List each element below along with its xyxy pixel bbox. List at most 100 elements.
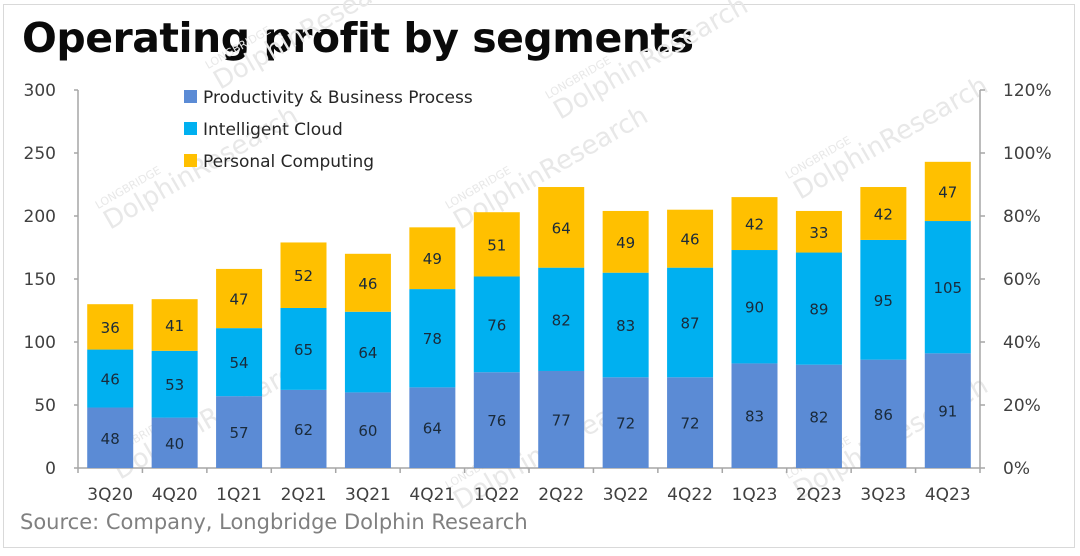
data-label: 64 [358,344,377,362]
bar-segment [667,267,714,378]
bar-segment [731,197,778,251]
x-tick-label: 1Q22 [474,485,520,505]
bar-segment [409,387,456,468]
data-label: 90 [745,299,764,317]
data-label: 62 [294,421,313,439]
data-label: 46 [101,371,120,389]
x-tick-label: 2Q23 [796,485,842,505]
data-label: 46 [681,231,700,249]
bar-segment [280,389,327,468]
data-label: 89 [809,301,828,319]
x-tick-label: 4Q23 [925,485,971,505]
data-label: 64 [552,219,571,237]
data-label: 52 [294,267,313,285]
bar-segment [344,311,391,393]
x-tick-label: 4Q22 [667,485,713,505]
right-tick-label: 80% [1003,207,1041,227]
data-label: 76 [487,412,506,430]
data-label: 49 [423,250,442,268]
data-label: 47 [938,183,957,201]
left-tick-label: 250 [24,144,56,164]
bar-segment [731,250,778,364]
right-tick-label: 120% [1003,81,1052,101]
data-label: 49 [616,234,635,252]
data-label: 42 [745,216,764,234]
bar-segment [667,209,714,268]
data-label: 53 [165,376,184,394]
bar-segment [860,359,907,468]
bar-segment [344,392,391,468]
data-label: 72 [616,415,635,433]
bar-segment [344,253,391,312]
legend-label: Personal Computing [203,152,374,172]
bar-segment [151,299,198,351]
bar-segment [216,396,263,468]
legend-swatch [184,90,197,103]
bars [87,161,971,468]
data-label: 48 [101,430,120,448]
bar-segment [473,212,520,277]
left-tick-label: 200 [24,207,56,227]
data-label: 83 [745,408,764,426]
data-label: 65 [294,341,313,359]
bar-segment [924,161,971,222]
legend-swatch [184,122,197,135]
data-label: 86 [874,406,893,424]
data-label: 105 [933,279,962,297]
data-label: 46 [358,275,377,293]
legend-label: Productivity & Business Process [203,88,473,108]
data-label: 87 [681,314,700,332]
axes: 0 50 100 150 200 250 300 0% 20% 40% 60% 80% 100% 120%… [24,81,1052,505]
data-label: 57 [230,424,249,442]
bar-segment [87,349,134,408]
bar-segment [795,364,842,468]
bar-segment [538,187,585,268]
x-tick-label: 1Q23 [732,485,778,505]
data-label: 91 [938,403,957,421]
bar-segment [795,210,842,253]
data-label: 77 [552,411,571,429]
bar-segment [473,372,520,468]
legend: Productivity & Business Process Intellige… [184,88,473,172]
x-tick-label: 2Q22 [538,485,584,505]
data-labels: 48 46 36 40 53 41 57 54 47 62 65 52 60 64 46 64 78 49 76 76… [101,183,962,452]
right-tick-label: 100% [1003,144,1052,164]
bar-segment [667,377,714,468]
bar-segment [602,272,649,378]
left-tick-label: 150 [24,270,56,290]
legend-label: Intelligent Cloud [203,120,343,140]
left-tick-label: 0 [45,459,56,479]
data-label: 78 [423,330,442,348]
bar-segment [409,227,456,290]
bar-segment [731,363,778,468]
right-tick-label: 20% [1003,396,1041,416]
bar-segment [795,252,842,365]
right-tick-label: 40% [1003,333,1041,353]
left-tick-label: 100 [24,333,56,353]
left-tick-label: 300 [24,81,56,101]
right-tick-label: 0% [1003,459,1030,479]
data-label: 36 [101,319,120,337]
left-tick-label: 50 [34,396,56,416]
data-label: 42 [874,205,893,223]
data-label: 64 [423,420,442,438]
bar-segment [280,307,327,390]
legend-swatch [184,154,197,167]
bar-segment [473,276,520,373]
x-tick-label: 3Q20 [87,485,133,505]
data-label: 72 [681,415,700,433]
x-tick-label: 3Q23 [860,485,906,505]
bar-segment [151,417,198,468]
data-label: 47 [230,291,249,309]
data-label: 40 [165,435,184,453]
bar-segment [151,350,198,418]
data-label: 33 [809,224,828,242]
data-label: 54 [230,354,249,372]
x-tick-label: 1Q21 [216,485,262,505]
x-tick-label: 3Q21 [345,485,391,505]
data-label: 41 [165,317,184,335]
bar-segment [216,268,263,329]
bar-segment [860,239,907,360]
